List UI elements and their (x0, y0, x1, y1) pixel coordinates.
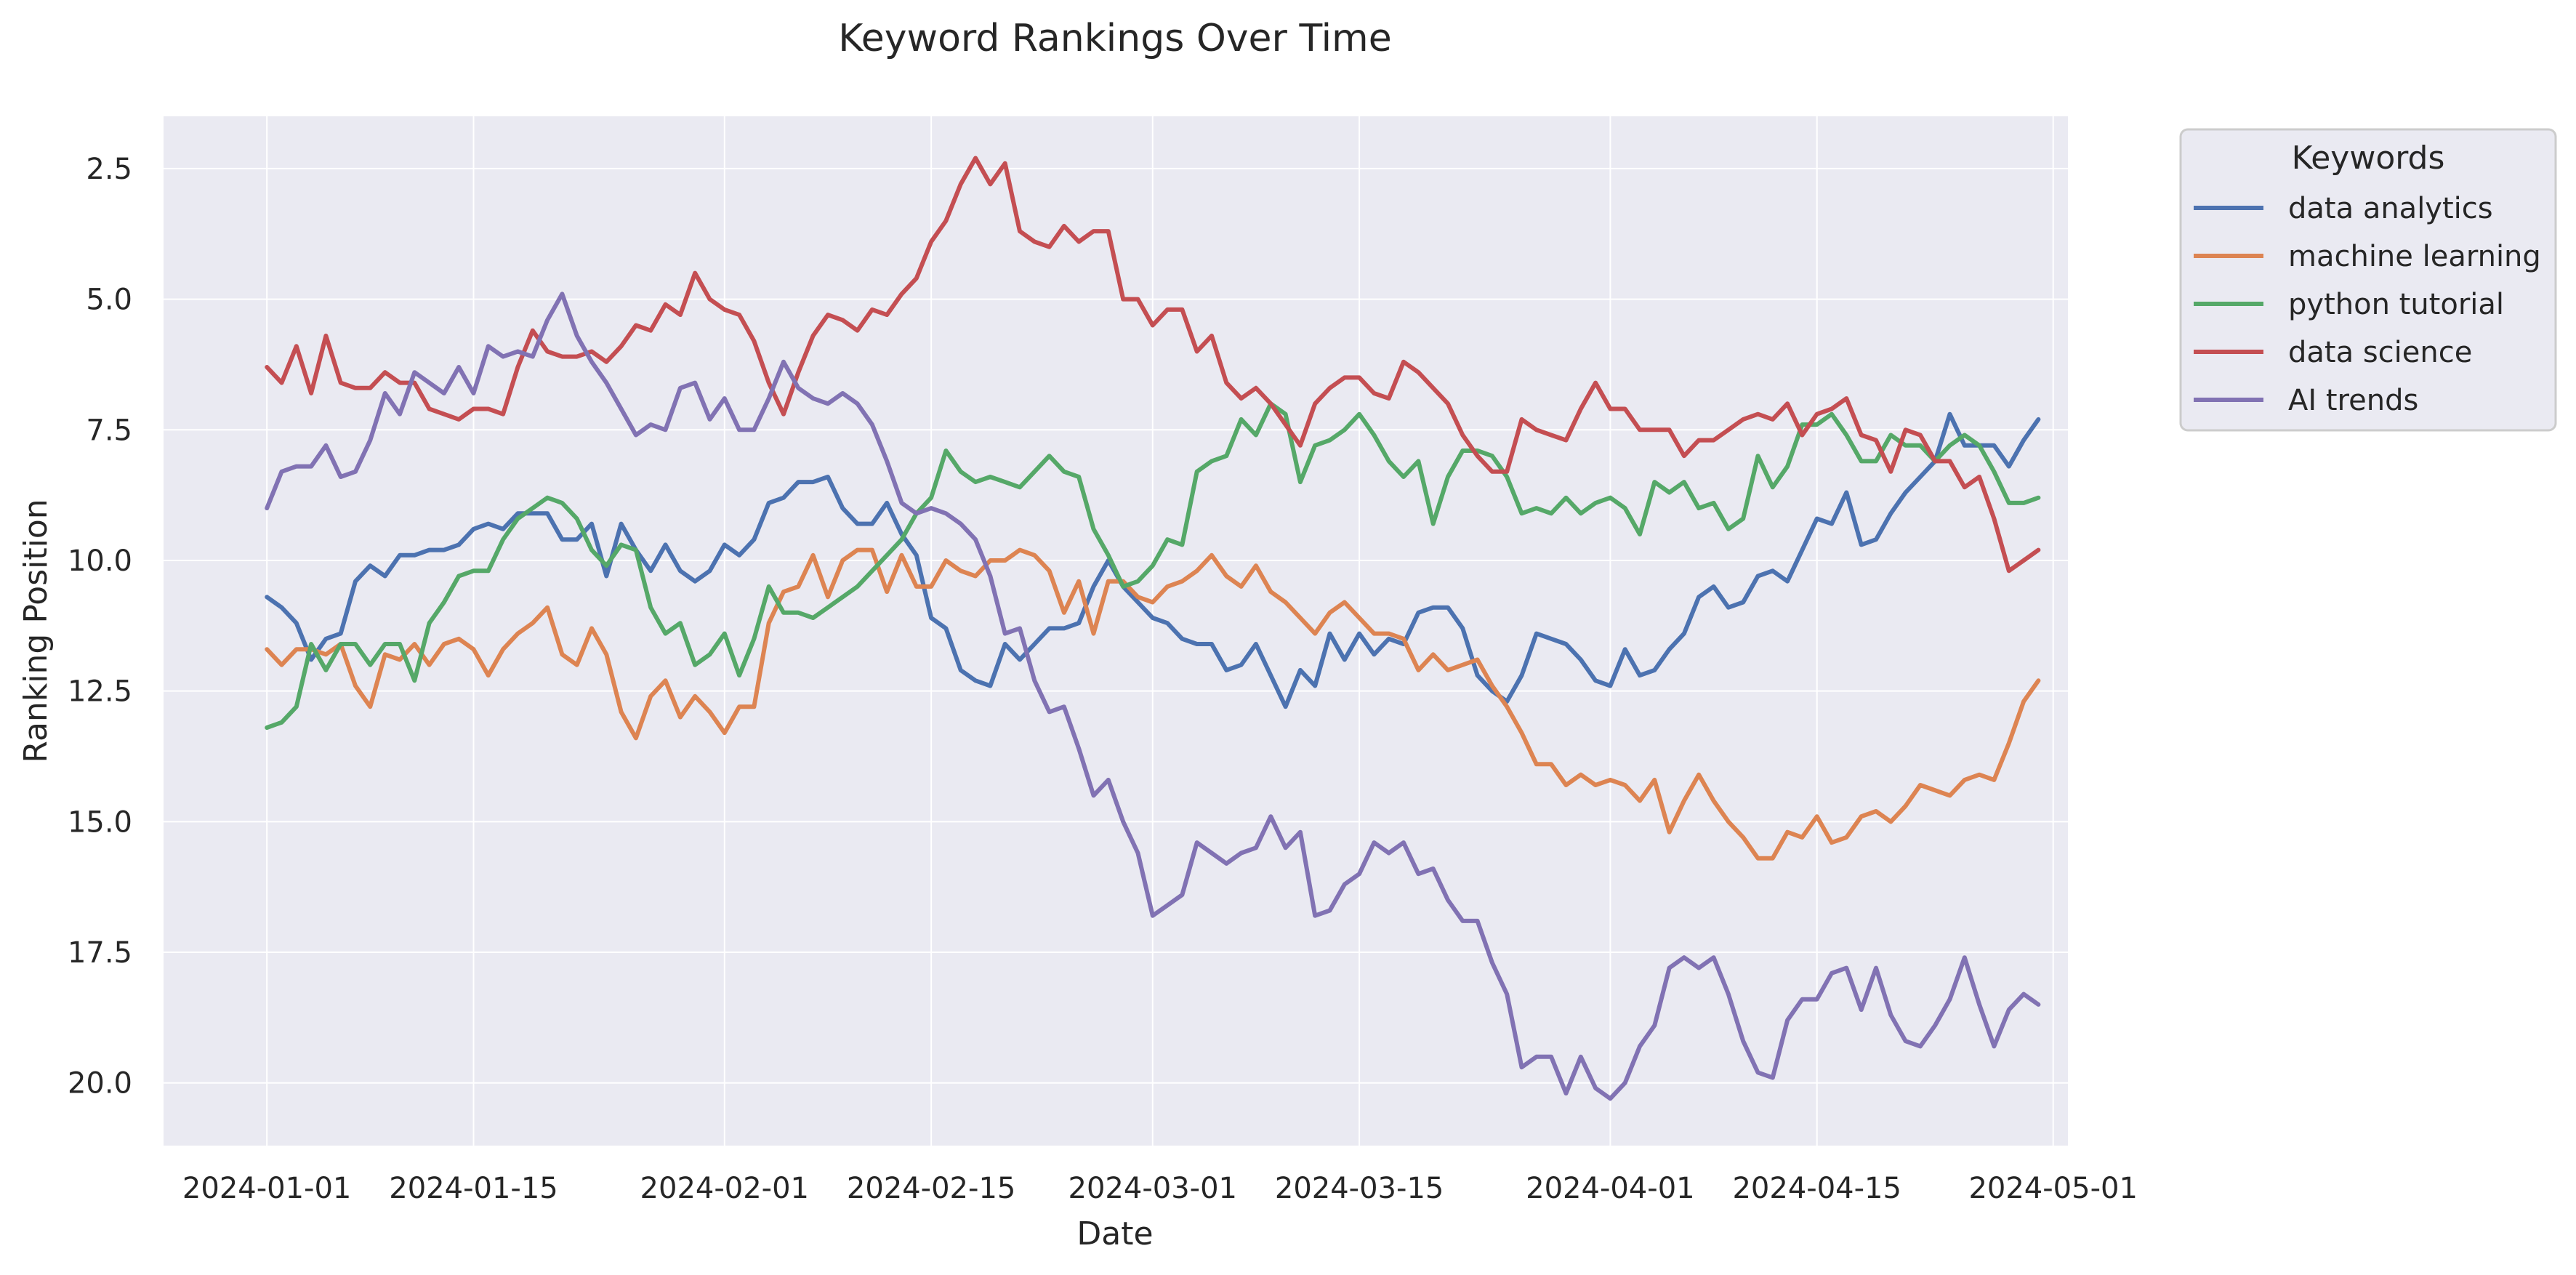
legend-label: python tutorial (2288, 288, 2504, 321)
y-tick-label: 20.0 (68, 1067, 132, 1101)
y-tick-label: 5.0 (86, 283, 132, 317)
x-tick-label: 2024-01-15 (389, 1172, 558, 1205)
y-tick-label: 15.0 (68, 805, 132, 839)
legend-frame (2179, 128, 2557, 432)
legend-label: AI trends (2288, 384, 2418, 417)
chart-title: Keyword Rankings Over Time (838, 17, 1391, 60)
legend: Keywords data analytics machine learning p… (2179, 128, 2557, 432)
series-line (265, 411, 2041, 709)
x-tick-label: 2024-01-01 (182, 1172, 351, 1205)
x-tick-label: 2024-04-01 (1526, 1172, 1694, 1205)
y-tick-label: 10.0 (68, 544, 132, 578)
series-line (265, 547, 2041, 861)
x-tick-label: 2024-03-15 (1275, 1172, 1444, 1205)
y-tick-label: 2.5 (86, 153, 132, 186)
legend-items: data analytics machine learning python tut… (2194, 192, 2541, 417)
y-axis: 2.5 5.0 7.5 10.0 12.5 15.0 17.5 20.0 (68, 153, 132, 1101)
x-tick-label: 2024-03-01 (1068, 1172, 1237, 1205)
grid-lines (164, 116, 2068, 1146)
x-axis-label: Date (1076, 1215, 1153, 1252)
series-lines (265, 156, 2041, 1101)
legend-label: machine learning (2288, 240, 2541, 273)
plot-area (164, 116, 2068, 1146)
series-line (265, 401, 2041, 730)
x-axis: 2024-01-01 2024-01-15 2024-02-01 2024-02-15… (182, 1172, 2138, 1205)
x-tick-label: 2024-04-15 (1732, 1172, 1901, 1205)
legend-title: Keywords (2292, 140, 2445, 177)
y-axis-label: Ranking Position (17, 499, 55, 763)
x-tick-label: 2024-02-15 (847, 1172, 1015, 1205)
x-tick-label: 2024-02-01 (640, 1172, 809, 1205)
legend-label: data analytics (2288, 192, 2493, 225)
series-line (265, 156, 2041, 574)
y-tick-label: 7.5 (86, 414, 132, 447)
legend-label: data science (2288, 336, 2472, 369)
x-tick-label: 2024-05-01 (1968, 1172, 2137, 1205)
y-tick-label: 17.5 (68, 936, 132, 970)
series-line (265, 291, 2041, 1101)
y-tick-label: 12.5 (68, 675, 132, 709)
